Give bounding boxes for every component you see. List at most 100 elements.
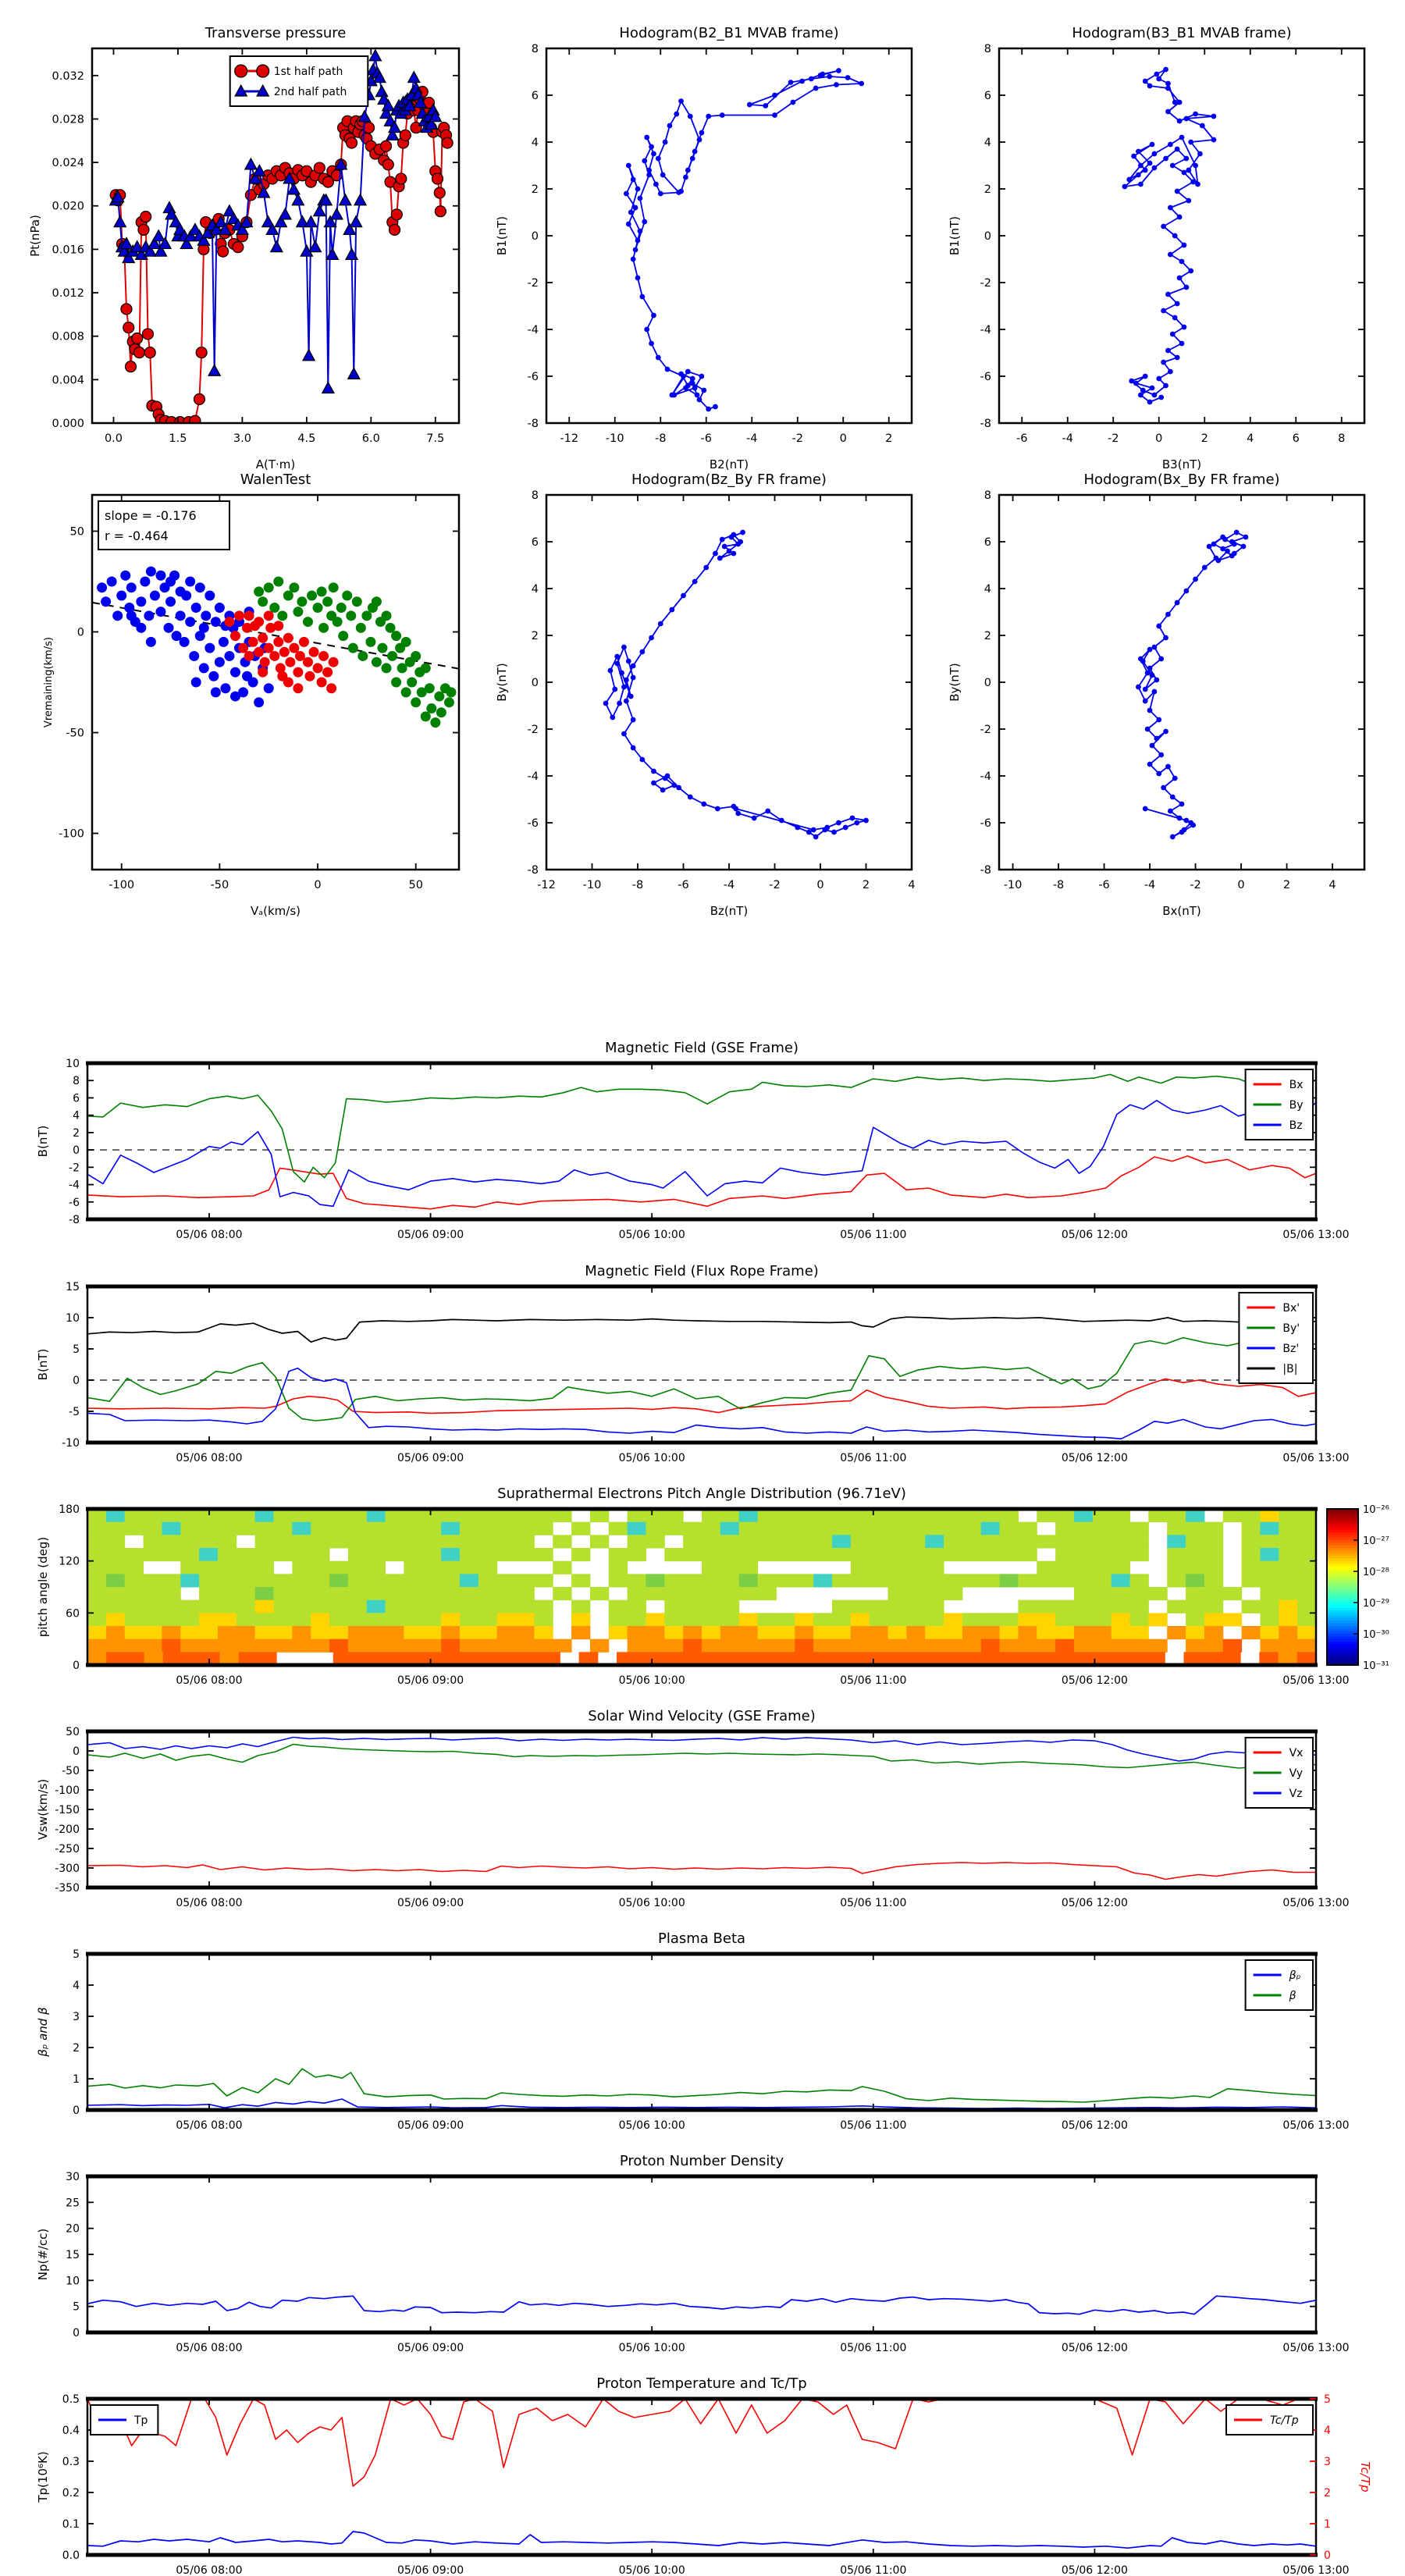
svg-text:-2: -2 — [792, 432, 803, 445]
x-axis: 05/06 08:00 05/06 09:00 05/06 10:00 05/06 1… — [176, 2399, 1350, 2576]
colorbar: 10⁻²⁶ 10⁻²⁷ 10⁻²⁸ 10⁻²⁹ 10⁻³⁰ 10⁻³¹ — [1326, 1504, 1389, 1672]
svg-text:2: 2 — [1201, 432, 1208, 445]
svg-text:3.0: 3.0 — [233, 432, 251, 445]
svg-text:6: 6 — [1293, 432, 1300, 445]
panel-title: Magnetic Field (GSE Frame) — [605, 1040, 799, 1056]
x-axis: 0.0 1.5 3.0 4.5 6.0 7.5 — [105, 48, 444, 445]
svg-text:-50: -50 — [211, 879, 229, 891]
svg-text:-10: -10 — [583, 879, 602, 891]
y-axis: -8 -6 -4 -2 0 2 4 6 8 — [980, 43, 1364, 430]
y-axis-right: 0 1 2 3 4 5 Tc/Tp — [1310, 2393, 1372, 2562]
svg-text:05/06 08:00: 05/06 08:00 — [176, 1674, 242, 1687]
series-hodogram — [1136, 529, 1249, 840]
svg-text:2nd half path: 2nd half path — [274, 86, 347, 98]
series-np — [87, 2295, 1316, 2315]
svg-text:2: 2 — [984, 630, 991, 642]
svg-text:50: 50 — [70, 525, 84, 538]
svg-text:-4: -4 — [724, 879, 735, 891]
svg-text:-4: -4 — [746, 432, 757, 445]
svg-text:0: 0 — [1324, 2549, 1331, 2562]
svg-text:10⁻²⁹: 10⁻²⁹ — [1363, 1598, 1389, 1610]
svg-text:05/06 08:00: 05/06 08:00 — [176, 1229, 242, 1241]
svg-text:2: 2 — [73, 1127, 80, 1140]
svg-text:0: 0 — [1155, 432, 1162, 445]
svg-text:-4: -4 — [980, 770, 991, 783]
svg-text:0: 0 — [314, 879, 321, 891]
svg-text:6: 6 — [73, 1092, 80, 1105]
y-axis-label: pitch angle (deg) — [36, 1537, 50, 1637]
svg-text:05/06 12:00: 05/06 12:00 — [1062, 1229, 1128, 1241]
svg-text:05/06 13:00: 05/06 13:00 — [1282, 2119, 1349, 2132]
panel-hodogram-bzby: -12 -10 -8 -6 -4 -2 0 2 4 -8 -6 -4 -2 0 2 4 6 8 Bz(nT) By(n… — [495, 471, 916, 918]
series-2nd-half-path — [108, 48, 443, 394]
svg-text:-50: -50 — [66, 728, 84, 740]
svg-text:05/06 11:00: 05/06 11:00 — [840, 1897, 906, 1909]
panel-plasma-beta: 05/06 08:00 05/06 09:00 05/06 10:00 05/06 1… — [36, 1930, 1350, 2132]
svg-text:Tp: Tp — [133, 2414, 148, 2427]
y-axis: -8 -6 -4 -2 0 2 4 6 8 10 — [66, 1058, 1316, 1226]
svg-text:-2: -2 — [528, 724, 539, 736]
svg-text:r = -0.464: r = -0.464 — [105, 528, 169, 543]
svg-text:0.0: 0.0 — [62, 2549, 80, 2562]
svg-text:0.016: 0.016 — [52, 244, 84, 256]
svg-text:-4: -4 — [69, 1179, 80, 1192]
svg-text:05/06 13:00: 05/06 13:00 — [1282, 1674, 1349, 1687]
svg-text:5: 5 — [73, 1948, 80, 1961]
svg-text:0.000: 0.000 — [52, 418, 84, 430]
svg-text:05/06 09:00: 05/06 09:00 — [397, 1452, 464, 1464]
svg-text:8: 8 — [984, 43, 991, 55]
y-axis-label: By(nT) — [495, 663, 509, 702]
svg-text:20: 20 — [66, 2223, 80, 2236]
panel-hodogram-b2b1: -12 -10 -8 -6 -4 -2 0 2 -8 -6 -4 -2 0 2 4 6 8 B2(nT) B1(nT… — [495, 25, 913, 471]
series-by — [87, 1073, 1316, 1183]
svg-text:-2: -2 — [980, 724, 991, 736]
svg-text:10⁻²⁷: 10⁻²⁷ — [1363, 1535, 1389, 1547]
svg-text:05/06 10:00: 05/06 10:00 — [619, 2564, 685, 2576]
x-axis-label: A(T·m) — [256, 457, 296, 471]
x-axis-label: Bx(nT) — [1162, 904, 1201, 918]
y-axis: -8 -6 -4 -2 0 2 4 6 8 — [528, 489, 912, 877]
x-axis-label: Bz(nT) — [710, 904, 749, 918]
svg-text:6: 6 — [532, 536, 539, 549]
svg-text:-4: -4 — [1144, 879, 1155, 891]
svg-text:2: 2 — [1283, 879, 1290, 891]
svg-text:05/06 12:00: 05/06 12:00 — [1062, 2119, 1128, 2132]
svg-text:1: 1 — [1324, 2518, 1331, 2531]
svg-text:-200: -200 — [55, 1823, 80, 1836]
svg-text:05/06 11:00: 05/06 11:00 — [840, 2564, 906, 2576]
svg-text:6: 6 — [532, 90, 539, 102]
svg-text:0.032: 0.032 — [52, 70, 84, 83]
svg-text:-8: -8 — [69, 1214, 80, 1226]
svg-text:0: 0 — [73, 2327, 80, 2339]
svg-text:0.3: 0.3 — [62, 2456, 80, 2468]
svg-text:05/06 10:00: 05/06 10:00 — [619, 1674, 685, 1687]
svg-text:4: 4 — [1329, 879, 1336, 891]
svg-text:0: 0 — [77, 626, 84, 639]
series-bz- — [87, 1368, 1316, 1439]
svg-text:Bz': Bz' — [1282, 1343, 1299, 1355]
svg-text:-8: -8 — [655, 432, 666, 445]
svg-text:05/06 11:00: 05/06 11:00 — [840, 1674, 906, 1687]
svg-text:-6: -6 — [1016, 432, 1027, 445]
svg-text:-100: -100 — [55, 1784, 80, 1797]
svg-text:0: 0 — [816, 879, 823, 891]
svg-text:05/06 12:00: 05/06 12:00 — [1062, 2342, 1128, 2354]
svg-text:-250: -250 — [55, 1843, 80, 1856]
panel-title: Suprathermal Electrons Pitch Angle Distr… — [497, 1485, 906, 1502]
svg-text:-12: -12 — [560, 432, 578, 445]
y-axis: 0.000 0.004 0.008 0.012 0.016 0.020 0.024 0.028… — [52, 70, 459, 430]
svg-text:05/06 12:00: 05/06 12:00 — [1062, 2564, 1128, 2576]
panel-title: Proton Temperature and Tc/Tp — [596, 2375, 806, 2392]
svg-text:15: 15 — [66, 2249, 80, 2261]
svg-text:-2: -2 — [1190, 879, 1200, 891]
svg-text:10⁻²⁶: 10⁻²⁶ — [1363, 1504, 1389, 1516]
svg-text:2: 2 — [532, 183, 539, 196]
svg-text:05/06 11:00: 05/06 11:00 — [840, 1229, 906, 1241]
svg-text:05/06 11:00: 05/06 11:00 — [840, 2342, 906, 2354]
x-axis-label: Vₐ(km/s) — [251, 904, 301, 918]
panel-title: Hodogram(Bz_By FR frame) — [631, 471, 827, 488]
svg-text:0: 0 — [1237, 879, 1244, 891]
svg-text:0: 0 — [532, 677, 539, 689]
svg-text:4: 4 — [908, 879, 915, 891]
svg-text:-10: -10 — [62, 1437, 80, 1450]
